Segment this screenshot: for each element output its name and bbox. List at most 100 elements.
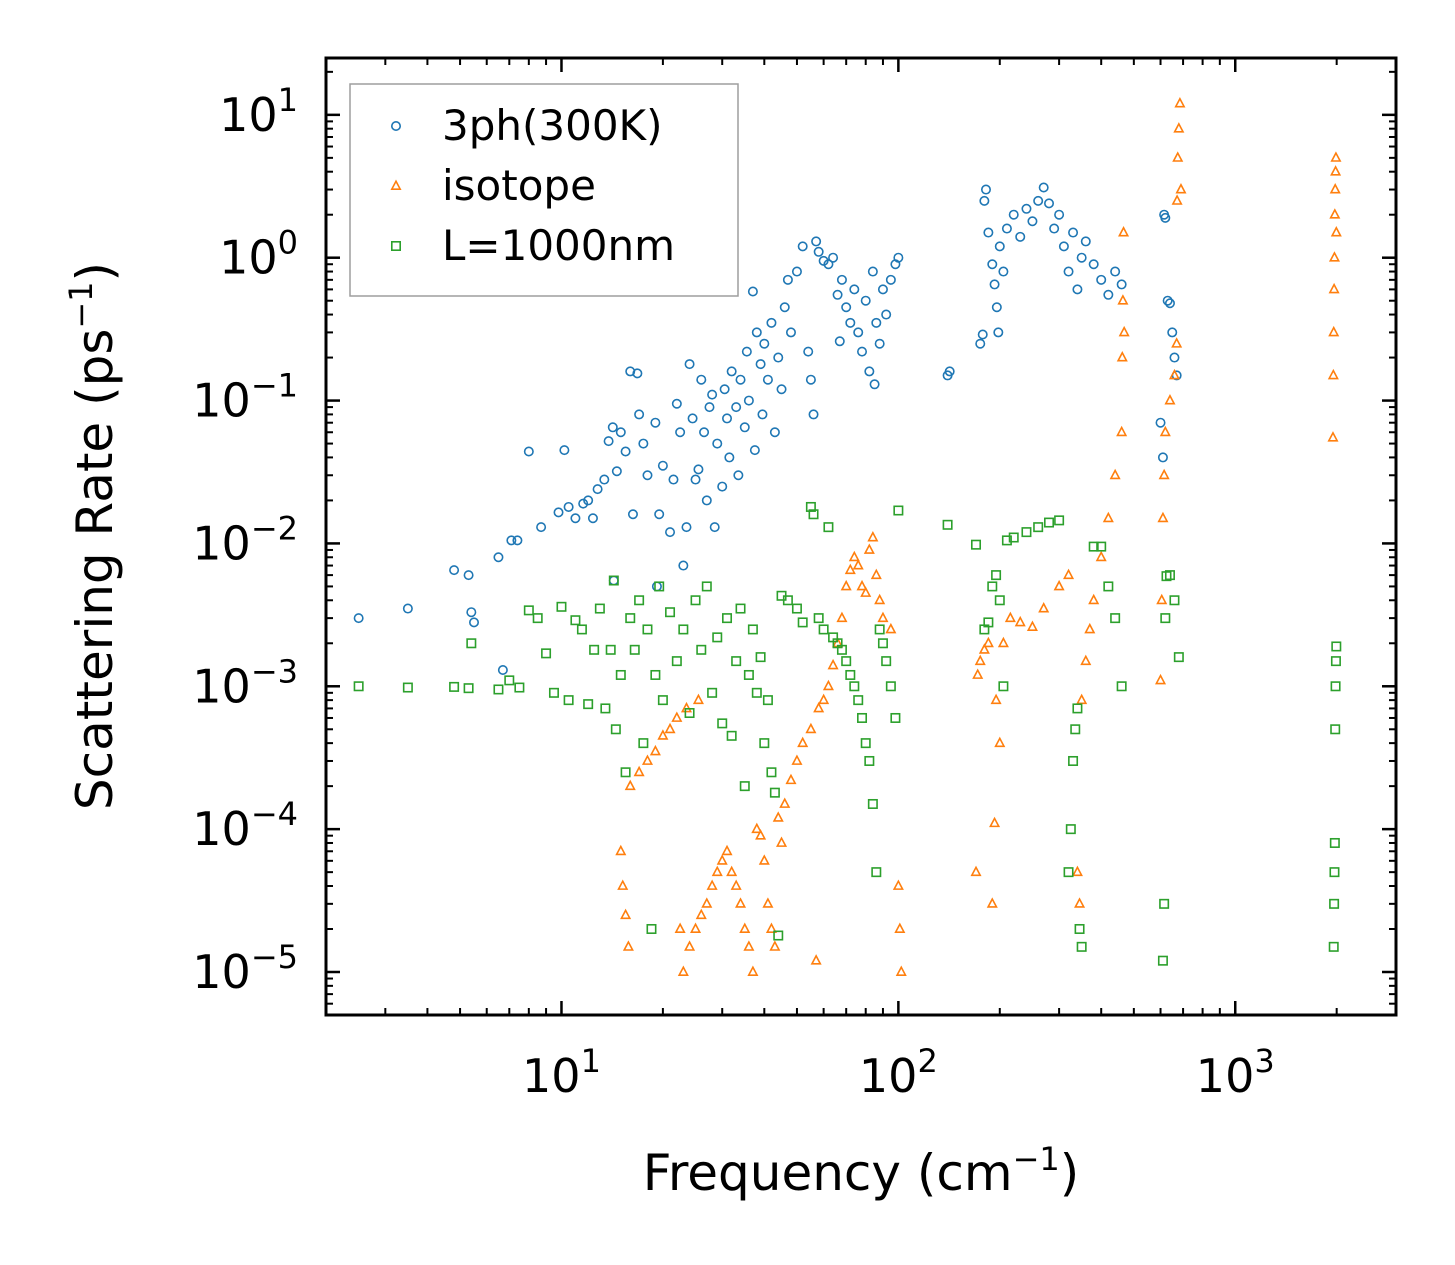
plot-frame bbox=[324, 56, 1398, 1017]
data-point bbox=[1096, 274, 1107, 285]
data-point bbox=[709, 522, 720, 533]
data-point bbox=[757, 409, 768, 420]
data-point bbox=[779, 797, 791, 808]
data-point bbox=[719, 384, 730, 395]
data-point bbox=[687, 413, 698, 424]
data-point bbox=[785, 327, 796, 338]
data-point bbox=[989, 279, 1000, 290]
data-point bbox=[1008, 209, 1019, 220]
data-point bbox=[678, 560, 689, 571]
major-ticks bbox=[326, 58, 1396, 1015]
y-tick-label: 100 bbox=[219, 224, 298, 285]
data-point bbox=[822, 679, 834, 691]
data-point bbox=[890, 712, 901, 723]
data-point bbox=[782, 274, 793, 285]
data-point bbox=[813, 701, 825, 713]
data-point bbox=[769, 427, 780, 438]
data-point bbox=[463, 683, 474, 694]
data-point bbox=[654, 509, 665, 520]
data-point bbox=[818, 693, 830, 705]
data-point bbox=[665, 607, 676, 618]
data-point bbox=[1328, 325, 1340, 337]
data-point bbox=[993, 327, 1004, 338]
data-point bbox=[642, 470, 653, 481]
data-point bbox=[600, 703, 611, 714]
y-tick-label: 10−4 bbox=[192, 795, 298, 856]
data-point bbox=[536, 522, 547, 533]
data-point bbox=[576, 624, 587, 635]
legend-label: 3ph(300K) bbox=[442, 101, 662, 150]
data-point bbox=[696, 644, 707, 655]
data-point bbox=[975, 338, 986, 349]
data-point bbox=[987, 259, 998, 270]
series-2 bbox=[615, 97, 1342, 976]
data-point bbox=[849, 284, 860, 295]
data-point bbox=[755, 829, 767, 840]
data-point bbox=[762, 374, 773, 385]
data-point bbox=[797, 241, 808, 252]
data-point bbox=[603, 436, 614, 447]
data-point bbox=[1331, 641, 1342, 652]
data-point bbox=[1102, 511, 1114, 523]
data-point bbox=[776, 384, 787, 395]
data-point bbox=[1330, 681, 1341, 692]
data-point bbox=[1096, 541, 1107, 552]
data-point bbox=[706, 879, 718, 890]
data-point bbox=[553, 507, 564, 518]
data-point bbox=[690, 922, 702, 933]
data-point bbox=[845, 669, 856, 680]
data-point bbox=[1173, 122, 1185, 133]
data-point bbox=[611, 466, 622, 477]
data-point bbox=[989, 816, 1001, 828]
data-point bbox=[1068, 755, 1079, 766]
data-point bbox=[1116, 279, 1127, 290]
y-tick-label: 10−3 bbox=[192, 652, 298, 713]
data-point bbox=[1159, 898, 1170, 909]
data-point bbox=[512, 535, 523, 546]
data-point bbox=[980, 184, 991, 195]
data-point bbox=[1033, 195, 1044, 206]
data-point bbox=[743, 669, 754, 680]
data-point bbox=[813, 613, 824, 624]
y-tick-labels: 101 100 10−1 10−2 10−3 10−4 10−5 bbox=[192, 81, 298, 999]
data-point bbox=[1330, 724, 1341, 735]
data-point bbox=[735, 603, 746, 614]
data-point bbox=[1157, 452, 1168, 463]
data-point bbox=[1076, 941, 1087, 952]
data-point bbox=[1328, 941, 1339, 952]
data-point bbox=[1068, 227, 1079, 238]
data-point bbox=[971, 539, 982, 550]
data-point bbox=[991, 570, 1002, 581]
data-point bbox=[885, 681, 896, 692]
data-point bbox=[1118, 226, 1130, 237]
data-point bbox=[1074, 897, 1086, 908]
data-point bbox=[818, 624, 829, 635]
data-point bbox=[743, 395, 754, 406]
data-point bbox=[845, 317, 856, 328]
data-point bbox=[690, 474, 701, 485]
data-point bbox=[1175, 183, 1187, 194]
data-point bbox=[627, 509, 638, 520]
data-point bbox=[563, 501, 574, 512]
data-point bbox=[735, 374, 746, 385]
data-point bbox=[650, 669, 661, 680]
data-point bbox=[469, 617, 480, 628]
data-point bbox=[994, 736, 1006, 748]
data-point bbox=[857, 712, 868, 723]
data-point bbox=[556, 601, 567, 612]
data-point bbox=[797, 617, 808, 628]
data-point bbox=[1328, 282, 1340, 294]
data-point bbox=[625, 366, 636, 377]
data-point bbox=[722, 413, 733, 424]
data-point bbox=[773, 930, 784, 941]
data-point bbox=[834, 336, 845, 347]
data-point bbox=[836, 274, 847, 285]
data-point bbox=[1330, 165, 1342, 176]
data-point bbox=[755, 359, 766, 370]
data-point bbox=[724, 452, 735, 463]
data-point bbox=[599, 474, 610, 485]
data-point bbox=[402, 682, 413, 693]
data-point bbox=[823, 522, 834, 533]
data-point bbox=[751, 327, 762, 338]
